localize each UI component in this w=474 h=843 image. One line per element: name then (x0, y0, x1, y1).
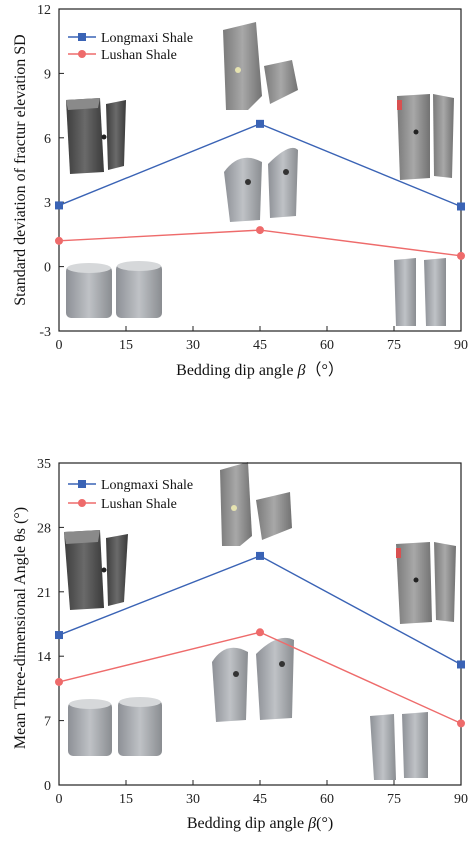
axis-ticks-bottom: 0 15 30 45 60 75 90 0 7 14 21 28 35 (37, 457, 468, 807)
y-tick-label: 9 (44, 67, 51, 82)
photo-90deg-lushan-b (370, 712, 428, 780)
photo-45deg-lushan (224, 147, 298, 222)
photo-0deg-split (66, 98, 126, 174)
lushan-point (55, 236, 63, 245)
y-tick-label: 0 (44, 261, 51, 276)
photo-0deg-split-b (64, 530, 128, 610)
legend-label-lushan-bottom: Lushan Shale (101, 497, 177, 512)
longmaxi-point (457, 660, 465, 669)
x-tick-label: 75 (387, 792, 401, 807)
longmaxi-point (256, 119, 264, 128)
x-tick-label: 15 (119, 792, 133, 807)
y-tick-label: 6 (44, 132, 51, 147)
longmaxi-point (55, 631, 63, 640)
x-tick-label: 60 (320, 338, 334, 353)
y-tick-label: -3 (39, 325, 51, 340)
longmaxi-point (256, 551, 264, 560)
x-tick-label: 45 (253, 792, 267, 807)
lushan-point (256, 226, 264, 235)
x-tick-label: 60 (320, 792, 334, 807)
series-markers-top (55, 119, 465, 260)
photo-90deg-lushan (394, 258, 446, 326)
x-axis-label-bottom: Bedding dip angle β(°) (187, 815, 333, 832)
lushan-point (256, 628, 264, 637)
y-tick-label: 0 (44, 779, 51, 794)
y-tick-label: 28 (37, 521, 51, 536)
photo-45deg-lushan-b (212, 637, 294, 722)
y-tick-label: 35 (37, 457, 51, 472)
series-markers-bottom (55, 551, 465, 728)
legend-bottom: Longmaxi Shale Lushan Shale (68, 478, 193, 512)
photo-90deg-split-b (396, 542, 456, 624)
x-tick-label: 15 (119, 338, 133, 353)
photo-45deg-split-b (220, 462, 292, 546)
y-axis-label-top: Standard deviation of fractur elevation … (12, 34, 29, 305)
x-tick-label: 0 (56, 338, 63, 353)
y-tick-label: 3 (44, 196, 51, 211)
legend-top: Longmaxi Shale Lushan Shale (68, 31, 193, 63)
axis-ticks-top: 0 15 30 45 60 75 90 -3 0 3 6 9 12 (37, 3, 468, 353)
photo-0deg-lushan (66, 261, 162, 318)
x-tick-label: 90 (454, 338, 468, 353)
lushan-point (457, 719, 465, 728)
x-tick-label: 45 (253, 338, 267, 353)
y-tick-label: 14 (37, 650, 51, 665)
lushan-point (457, 251, 465, 260)
photo-90deg-split (397, 94, 454, 180)
x-tick-label: 0 (56, 792, 63, 807)
y-tick-label: 12 (37, 3, 51, 18)
photo-0deg-lushan-b (68, 697, 162, 756)
x-tick-label: 75 (387, 338, 401, 353)
legend-label-lushan-top: Lushan Shale (101, 48, 177, 63)
y-tick-label: 7 (44, 715, 51, 730)
legend-label-longmaxi-top: Longmaxi Shale (101, 31, 193, 46)
longmaxi-point (457, 202, 465, 211)
y-tick-label: 21 (37, 586, 51, 601)
y-axis-label-bottom: Mean Three-dimensional Angle θs (°) (12, 507, 29, 749)
x-tick-label: 30 (186, 338, 200, 353)
photo-45deg-split (223, 22, 298, 110)
longmaxi-point (55, 201, 63, 210)
legend-label-longmaxi-bottom: Longmaxi Shale (101, 478, 193, 493)
panel-top: 0 15 30 45 60 75 90 -3 0 3 6 9 12 Longmaxi Shale Lus… (12, 3, 468, 379)
x-tick-label: 90 (454, 792, 468, 807)
x-axis-label-top: Bedding dip angle β（°） (176, 361, 344, 379)
panel-bottom: 0 15 30 45 60 75 90 0 7 14 21 28 35 Longmaxi Shale L… (12, 457, 468, 832)
x-tick-label: 30 (186, 792, 200, 807)
lushan-point (55, 677, 63, 686)
